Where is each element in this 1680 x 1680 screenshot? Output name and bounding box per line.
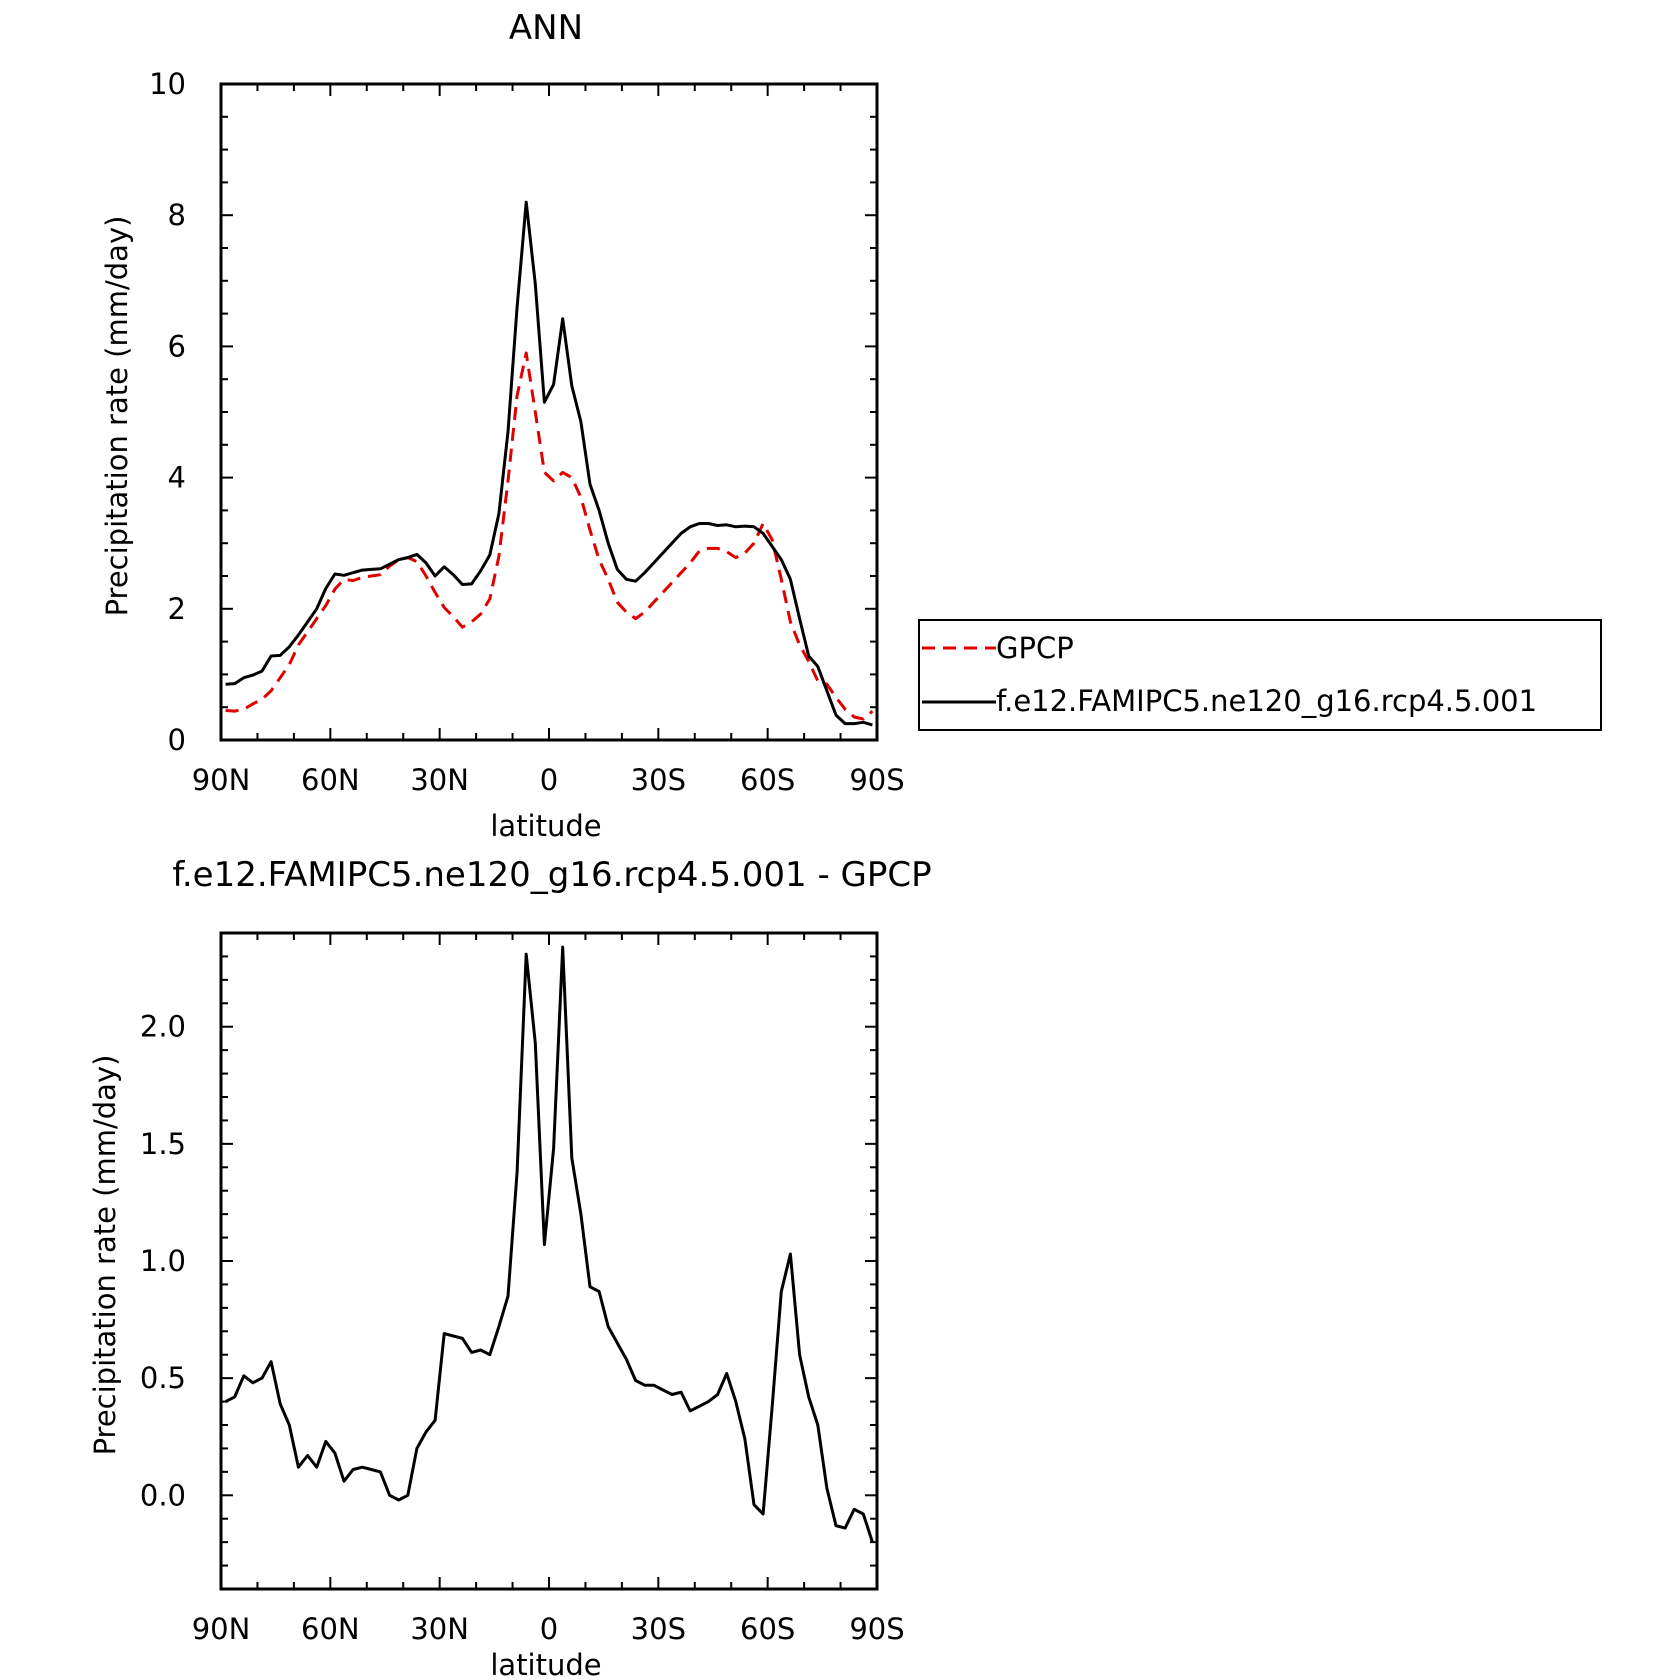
y-tick-label: 1.5 — [140, 1127, 186, 1161]
legend-label-gpcp: GPCP — [996, 631, 1074, 665]
x-tick-label: 60S — [740, 1612, 795, 1646]
y-tick-label: 1.0 — [140, 1244, 186, 1278]
y-tick-label: 8 — [168, 198, 186, 232]
legend: GPCP f.e12.FAMIPC5.ne120_g16.rcp4.5.001 — [918, 619, 1602, 731]
bottom-series-lines — [224, 945, 874, 1543]
y-tick-label: 6 — [168, 329, 186, 363]
x-tick-label: 90S — [849, 1612, 904, 1646]
x-tick-label: 30N — [410, 763, 469, 797]
x-tick-label: 0 — [540, 1612, 558, 1646]
bottom-axis-ticks — [220, 932, 878, 1590]
y-tick-label: 0.0 — [140, 1478, 186, 1512]
bottom-y-axis-label: Precipitation rate (mm/day) — [88, 1055, 122, 1456]
x-tick-label: 90S — [849, 763, 904, 797]
bottom-x-axis-label: latitude — [490, 1648, 601, 1680]
y-tick-label: 0.5 — [140, 1361, 186, 1395]
model-series-line — [225, 200, 873, 727]
x-tick-label: 0 — [540, 763, 558, 797]
y-tick-label: 2 — [168, 592, 186, 626]
top-x-tick-labels: 90N 60N 30N 0 30S 60S 90S — [192, 763, 905, 797]
x-tick-label: 30S — [631, 763, 686, 797]
x-tick-label: 30N — [410, 1612, 469, 1646]
bottom-x-tick-labels: 90N 60N 30N 0 30S 60S 90S — [192, 1612, 905, 1646]
top-y-tick-labels: 0 2 4 6 8 10 — [149, 67, 186, 757]
x-tick-label: 60N — [301, 763, 360, 797]
x-tick-label: 90N — [192, 763, 251, 797]
y-tick-label: 10 — [149, 67, 186, 101]
top-axis-ticks — [220, 83, 878, 741]
bottom-y-tick-labels: 0.0 0.5 1.0 1.5 2.0 — [140, 1010, 186, 1513]
y-tick-label: 0 — [168, 723, 186, 757]
legend-box — [918, 619, 1602, 731]
top-y-axis-label: Precipitation rate (mm/day) — [100, 216, 134, 617]
y-tick-label: 4 — [168, 461, 186, 495]
x-tick-label: 30S — [631, 1612, 686, 1646]
top-x-axis-label: latitude — [490, 809, 601, 843]
x-tick-label: 60S — [740, 763, 795, 797]
x-tick-label: 60N — [301, 1612, 360, 1646]
gpcp-series-line — [225, 351, 874, 721]
top-plot-frame — [219, 82, 879, 742]
bottom-panel-title: f.e12.FAMIPC5.ne120_g16.rcp4.5.001 - GPC… — [172, 855, 931, 895]
difference-series-line — [224, 945, 874, 1543]
top-series-lines — [225, 200, 874, 727]
y-tick-label: 2.0 — [140, 1010, 186, 1044]
top-panel-title: ANN — [509, 8, 583, 48]
bottom-panel: f.e12.FAMIPC5.ne120_g16.rcp4.5.001 - GPC… — [88, 855, 932, 1680]
x-tick-label: 90N — [192, 1612, 251, 1646]
bottom-plot-frame — [219, 931, 879, 1591]
top-panel: ANN 0 2 4 6 8 10 90N 60N 30N 0 30S 60S 90S latitude… — [100, 8, 905, 843]
legend-label-model: f.e12.FAMIPC5.ne120_g16.rcp4.5.001 — [996, 684, 1537, 718]
